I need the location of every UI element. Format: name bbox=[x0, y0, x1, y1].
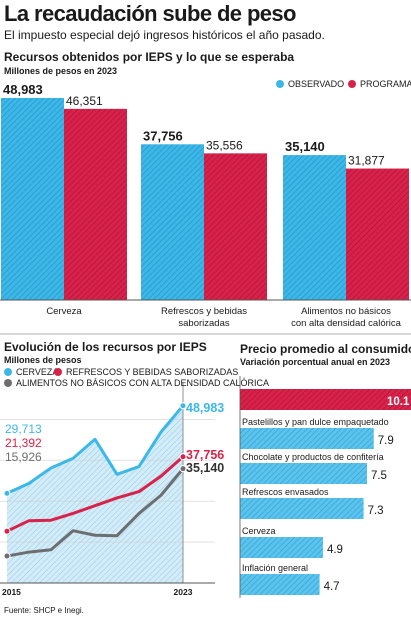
line-end-label-1: 37,756 bbox=[186, 448, 224, 462]
hbar-category-label-3: Refrescos envasados bbox=[242, 487, 329, 497]
bar-value-label-programmed-1: 35,556 bbox=[206, 138, 243, 152]
line-start-label-0: 29,713 bbox=[5, 422, 42, 436]
bar-value-label-observed-0: 48,983 bbox=[3, 82, 43, 97]
line-start-label-2: 15,926 bbox=[5, 450, 42, 464]
legend-observed: OBSERVADO bbox=[276, 79, 344, 89]
legend-cerveza: CERVEZA bbox=[4, 367, 58, 377]
hbar-2 bbox=[240, 463, 367, 484]
legend-refrescos-swatch bbox=[54, 368, 62, 376]
line-start-label-1: 21,392 bbox=[5, 436, 42, 450]
bar-value-label-observed-1: 37,756 bbox=[143, 128, 183, 143]
line-series-0 bbox=[6, 404, 185, 495]
line-end-label-0: 48,983 bbox=[186, 401, 224, 415]
line-area-fill bbox=[7, 405, 183, 583]
bar-category-label-1-1: saborizadas bbox=[178, 318, 229, 329]
hbar-value-label-3: 7.3 bbox=[368, 505, 384, 517]
hbar-value-label-2: 7.5 bbox=[371, 470, 387, 482]
bar-value-label-programmed-2: 31,877 bbox=[348, 154, 385, 168]
hbar-0 bbox=[240, 389, 411, 410]
hbar-category-label-2: Chocolate y productos de confitería bbox=[242, 452, 384, 462]
legend-observed-swatch bbox=[276, 80, 284, 88]
legend-programmed-label: PROGRAMADO bbox=[360, 79, 411, 89]
hbar-5 bbox=[240, 574, 320, 595]
bar-chart-title: Recursos obtenidos por IEPS y lo que se … bbox=[4, 50, 295, 64]
line-chart-title: Evolución de los recursos por IEPS bbox=[4, 340, 207, 354]
source-note: Fuente: SHCP e Inegi. bbox=[4, 606, 84, 615]
legend-alimentos: ALIMENTOS NO BÁSICOS CON ALTA DENSIDAD C… bbox=[4, 378, 269, 388]
bar-observed-2 bbox=[283, 155, 346, 300]
bar-chart-subtitle: Millones de pesos en 2023 bbox=[4, 66, 118, 76]
bar-programmed-2 bbox=[346, 168, 409, 300]
line-point-2-0 bbox=[3, 552, 11, 560]
bar-category-label-0-0: Cerveza bbox=[46, 306, 82, 317]
line-end-label-2: 35,140 bbox=[186, 461, 224, 475]
legend-programmed: PROGRAMADO bbox=[348, 79, 411, 89]
hbar-3 bbox=[240, 498, 364, 519]
page-subtitle: El impuesto especial dejó ingresos histó… bbox=[4, 28, 325, 42]
bar-programmed-0 bbox=[64, 108, 127, 300]
line-chart-subtitle: Millones de pesos bbox=[4, 355, 82, 365]
hbar-value-label-1: 7.9 bbox=[378, 435, 394, 447]
bar-category-label-2-0: Alimentos no básicos bbox=[301, 306, 391, 317]
hbar-4 bbox=[240, 537, 323, 558]
legend-programmed-swatch bbox=[348, 80, 356, 88]
line-x-label-start: 2015 bbox=[2, 587, 21, 597]
legend-alimentos-swatch bbox=[4, 379, 12, 387]
bar-value-label-observed-2: 35,140 bbox=[285, 139, 325, 154]
page-title: La recaudación sube de peso bbox=[4, 1, 297, 26]
bar-programmed-1 bbox=[204, 153, 267, 300]
hbar-1 bbox=[240, 428, 374, 449]
legend-observed-label: OBSERVADO bbox=[288, 79, 345, 89]
hbar-category-label-1: Pastelillos y pan dulce empaquetado bbox=[242, 417, 389, 427]
hbar-value-label-5: 4.7 bbox=[324, 581, 340, 593]
bar-observed-0 bbox=[1, 98, 64, 300]
bar-observed-1 bbox=[141, 144, 204, 300]
hbar-category-label-5: Inflación general bbox=[242, 563, 308, 573]
hbar-chart-title: Precio promedio al consumidor bbox=[240, 342, 411, 356]
hbar-category-label-4: Cerveza bbox=[242, 526, 276, 536]
legend-refrescos-label: REFRESCOS Y BEBIDAS SABORIZADAS bbox=[66, 367, 239, 377]
legend-cerveza-swatch bbox=[4, 368, 12, 376]
legend-cerveza-label: CERVEZA bbox=[16, 367, 59, 377]
hbar-value-label-4: 4.9 bbox=[327, 544, 343, 556]
line-point-1-8 bbox=[179, 453, 187, 461]
legend-alimentos-label: ALIMENTOS NO BÁSICOS CON ALTA DENSIDAD C… bbox=[16, 378, 270, 388]
hbar-chart-subtitle: Variación porcentual anual en 2023 bbox=[240, 357, 391, 367]
line-point-1-0 bbox=[3, 527, 11, 535]
line-x-label-end: 2023 bbox=[174, 587, 193, 597]
line-series-1 bbox=[6, 455, 184, 533]
price-hbar-chart: Papas fritas 10.1 Pastelillos y pan dulce … bbox=[239, 376, 411, 598]
ieps-bar-chart: 48,983 46,351 37,756 35,556 35,140 31,877 Cerv… bbox=[0, 82, 411, 335]
hbar-value-label-0: 10.1 bbox=[387, 396, 410, 408]
hbar-category-label-0: Papas fritas bbox=[242, 378, 293, 388]
line-series-2 bbox=[6, 467, 185, 558]
bar-category-label-1-0: Refrescos y bebidas bbox=[161, 306, 247, 317]
bar-category-label-2-1: con alta densidad calórica bbox=[291, 318, 402, 329]
line-point-0-0 bbox=[3, 489, 11, 497]
line-point-2-8 bbox=[179, 465, 187, 473]
legend-refrescos: REFRESCOS Y BEBIDAS SABORIZADAS bbox=[54, 367, 238, 377]
line-point-0-8 bbox=[179, 402, 187, 410]
bar-value-label-programmed-0: 46,351 bbox=[66, 94, 103, 108]
